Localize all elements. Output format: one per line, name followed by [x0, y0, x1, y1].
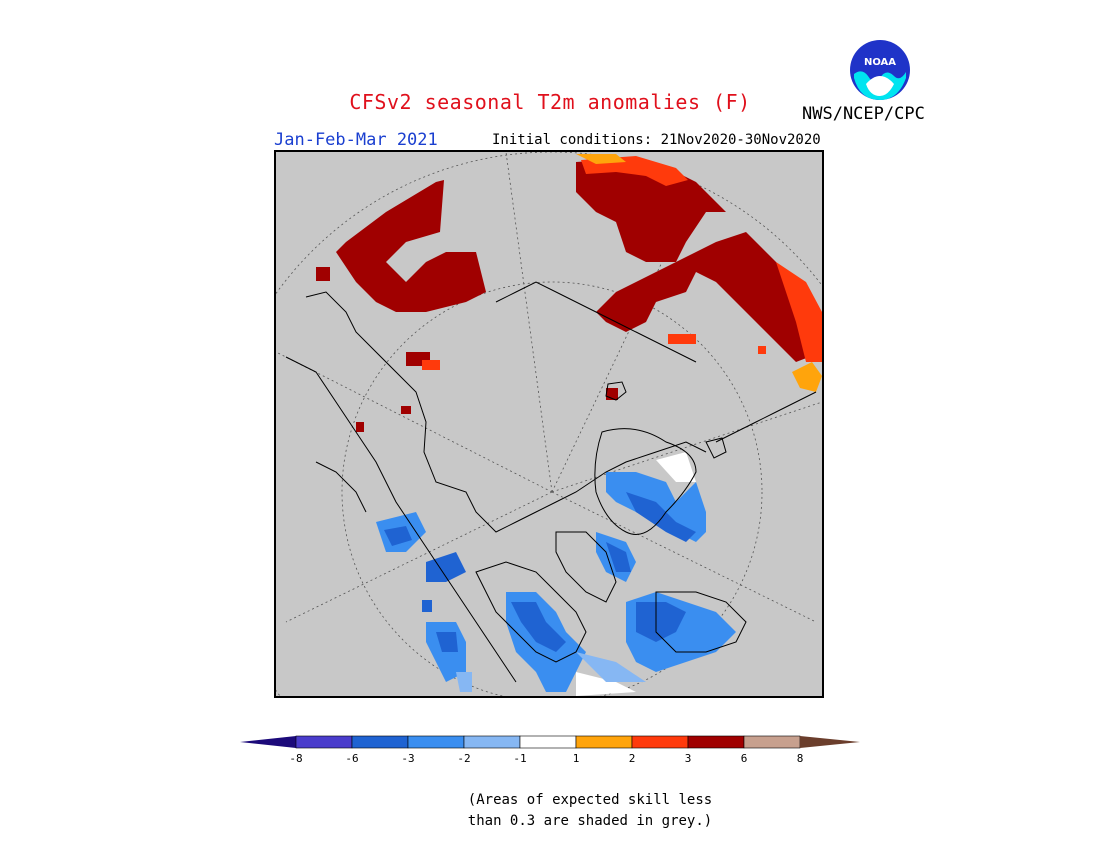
footnote-line-1: (Areas of expected skill less — [467, 792, 713, 808]
legend-bin — [295, 735, 353, 749]
initial-conditions-label: Initial conditions: 21Nov2020-30Nov2020 — [492, 132, 821, 148]
legend-bin — [351, 735, 409, 749]
legend-tick-label: -3 — [401, 752, 415, 765]
legend-tick-label: -1 — [513, 752, 527, 765]
coastlines — [285, 281, 817, 683]
agency-label: NWS/NCEP/CPC — [802, 104, 925, 124]
legend-bin — [519, 735, 577, 749]
legend-bin — [631, 735, 689, 749]
legend-tick-label: 1 — [572, 752, 580, 765]
season-label: Jan-Feb-Mar 2021 — [274, 130, 438, 150]
legend-bin — [575, 735, 633, 749]
legend-tick-labels: -8 -6 -3 -2 -1 1 2 3 6 8 — [240, 752, 860, 770]
skill-footnote: (Areas of expected skill less than 0.3 a… — [440, 790, 740, 832]
chart-title: CFSv2 seasonal T2m anomalies (F) — [349, 90, 751, 114]
polar-map — [274, 150, 824, 698]
color-legend — [240, 732, 860, 752]
legend-tick-label: 2 — [628, 752, 636, 765]
cool-anomaly-regions — [376, 452, 736, 696]
legend-tick-label: 6 — [740, 752, 748, 765]
legend-tick-label: -2 — [457, 752, 471, 765]
legend-bin — [407, 735, 465, 749]
legend-bin — [463, 735, 521, 749]
logo-text: NOAA — [864, 57, 896, 68]
legend-bin — [687, 735, 745, 749]
legend-tick-label: -8 — [289, 752, 303, 765]
legend-tick-label: -6 — [345, 752, 359, 765]
legend-tick-label: 8 — [796, 752, 804, 765]
graticule — [276, 152, 822, 696]
noaa-logo-icon: NOAA — [848, 38, 912, 102]
legend-bin — [743, 735, 801, 749]
legend-arrow-below — [240, 736, 296, 748]
legend-arrow-above — [800, 736, 860, 748]
footnote-line-2: than 0.3 are shaded in grey.) — [467, 813, 713, 829]
legend-tick-label: 3 — [684, 752, 692, 765]
warm-anomaly-regions — [316, 154, 822, 432]
